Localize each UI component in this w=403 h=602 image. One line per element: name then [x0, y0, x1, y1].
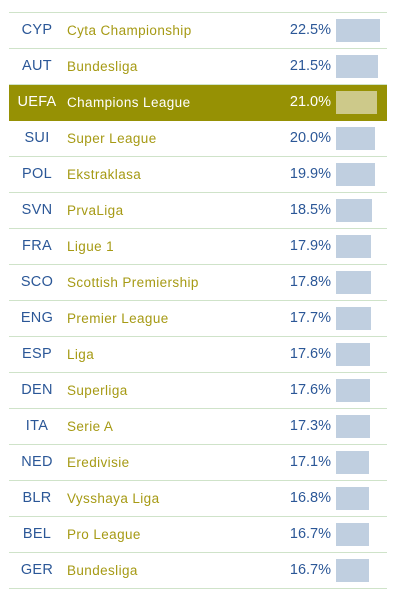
- value-label: 17.1%: [289, 454, 331, 470]
- league-code: UEFA: [17, 94, 57, 110]
- league-name: Serie A: [67, 419, 114, 434]
- table-row: BLR Vysshaya Liga 16.8%: [9, 481, 387, 517]
- league-name: Super League: [67, 131, 157, 146]
- table-row: SVN PrvaLiga 18.5%: [9, 193, 387, 229]
- value-bar: [336, 559, 369, 582]
- table-row: ITA Serie A 17.3%: [9, 409, 387, 445]
- league-code: BEL: [22, 526, 52, 542]
- league-name: Pro League: [67, 527, 141, 542]
- value-bar: [336, 379, 370, 402]
- value-label: 20.0%: [289, 130, 331, 146]
- league-name: Premier League: [67, 311, 169, 326]
- league-name: Liga: [67, 347, 95, 362]
- league-name: Ekstraklasa: [67, 167, 142, 182]
- table-row: ENG Premier League 17.7%: [9, 301, 387, 337]
- value-bar: [336, 19, 380, 42]
- table-row: FRA Ligue 1 17.9%: [9, 229, 387, 265]
- table-row: POL Ekstraklasa 19.9%: [9, 157, 387, 193]
- league-code: GER: [20, 562, 54, 578]
- value-bar: [336, 487, 369, 510]
- league-code: BLR: [22, 490, 52, 506]
- table-row: ESP Liga 17.6%: [9, 337, 387, 373]
- league-name: Vysshaya Liga: [67, 491, 160, 506]
- league-name: Scottish Premiership: [67, 275, 199, 290]
- league-code: SCO: [20, 274, 54, 290]
- table-row: DEN Superliga 17.6%: [9, 373, 387, 409]
- league-code: CYP: [21, 22, 53, 38]
- value-bar: [336, 235, 371, 258]
- league-name: Superliga: [67, 383, 128, 398]
- value-label: 21.5%: [289, 58, 331, 74]
- value-label: 21.0%: [289, 94, 331, 110]
- value-bar: [336, 343, 370, 366]
- league-code: ENG: [20, 310, 54, 326]
- value-bar: [336, 91, 377, 114]
- value-bar: [336, 55, 378, 78]
- league-name: Bundesliga: [67, 59, 138, 74]
- value-bar: [336, 307, 371, 330]
- table-row: SCO Scottish Premiership 17.8%: [9, 265, 387, 301]
- value-label: 17.9%: [289, 238, 331, 254]
- value-bar: [336, 451, 369, 474]
- value-label: 17.8%: [289, 274, 331, 290]
- value-label: 17.7%: [289, 310, 331, 326]
- league-name: Cyta Championship: [67, 23, 192, 38]
- league-code: SUI: [24, 130, 50, 146]
- value-label: 16.8%: [289, 490, 331, 506]
- league-name: Eredivisie: [67, 455, 130, 470]
- league-code: SVN: [21, 202, 53, 218]
- value-label: 17.6%: [289, 346, 331, 362]
- league-code: NED: [21, 454, 53, 470]
- league-code: ITA: [25, 418, 49, 434]
- league-code: AUT: [22, 58, 52, 74]
- league-code: ESP: [22, 346, 52, 362]
- value-bar: [336, 163, 375, 186]
- value-bar: [336, 415, 370, 438]
- value-label: 19.9%: [289, 166, 331, 182]
- league-name: Bundesliga: [67, 563, 138, 578]
- table-row: AUT Bundesliga 21.5%: [9, 49, 387, 85]
- value-bar: [336, 127, 375, 150]
- table-row: SUI Super League 20.0%: [9, 121, 387, 157]
- table-row: GER Bundesliga 16.7%: [9, 553, 387, 589]
- table-row: UEFA Champions League 21.0%: [9, 85, 387, 121]
- league-table: CYP Cyta Championship 22.5% AUT Bundesliga 21…: [9, 12, 387, 589]
- value-label: 17.6%: [289, 382, 331, 398]
- value-label: 22.5%: [289, 22, 331, 38]
- league-code: POL: [22, 166, 52, 182]
- value-label: 16.7%: [289, 562, 331, 578]
- league-name: Champions League: [67, 95, 191, 110]
- table-row: BEL Pro League 16.7%: [9, 517, 387, 553]
- table-row: CYP Cyta Championship 22.5%: [9, 13, 387, 49]
- league-name: PrvaLiga: [67, 203, 124, 218]
- league-code: DEN: [21, 382, 53, 398]
- league-name: Ligue 1: [67, 239, 115, 254]
- value-label: 18.5%: [289, 202, 331, 218]
- value-label: 16.7%: [289, 526, 331, 542]
- value-bar: [336, 523, 369, 546]
- value-bar: [336, 271, 371, 294]
- value-label: 17.3%: [289, 418, 331, 434]
- value-bar: [336, 199, 372, 222]
- league-code: FRA: [22, 238, 52, 254]
- table-row: NED Eredivisie 17.1%: [9, 445, 387, 481]
